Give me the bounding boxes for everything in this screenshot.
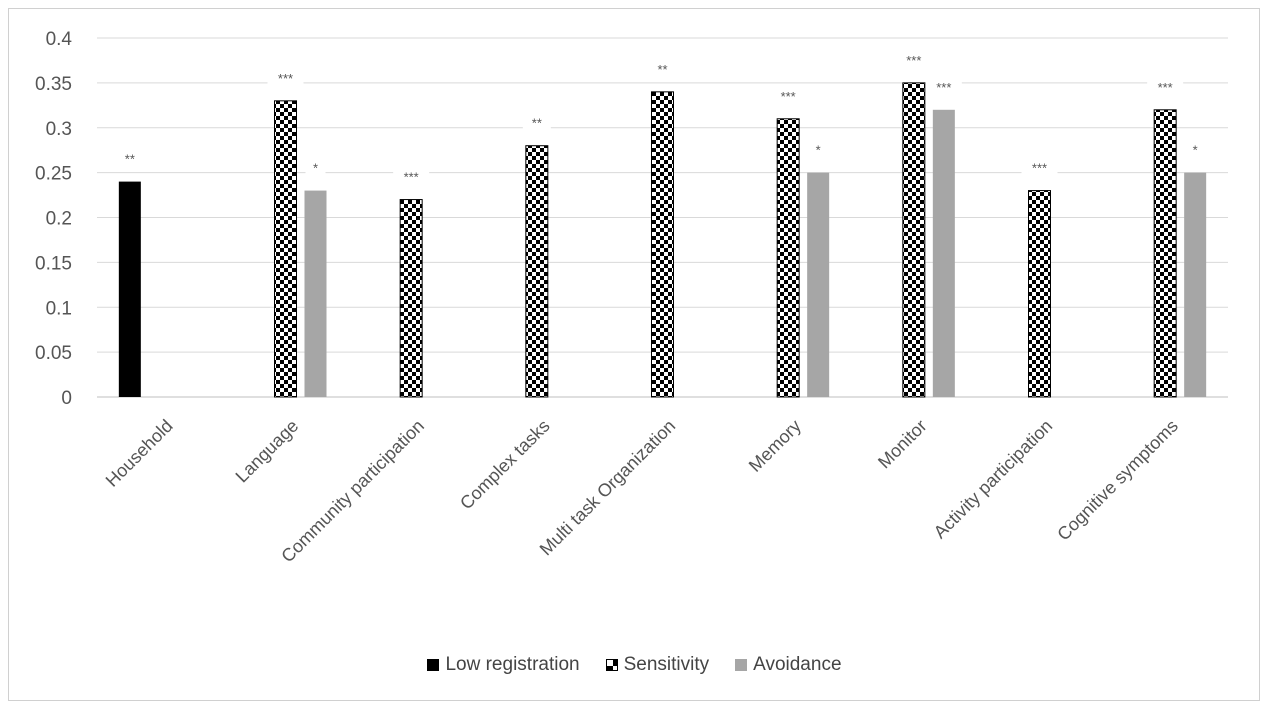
significance-label-bg — [770, 86, 807, 109]
x-tick-label: Multi task Organization — [536, 416, 680, 560]
bar-avoidance — [1184, 172, 1207, 397]
bar-sensitivity — [902, 82, 926, 398]
significance-label-bg — [1185, 140, 1206, 163]
significance-label-bg — [1147, 77, 1184, 100]
y-tick-label: 0 — [61, 388, 72, 409]
significance-label: * — [313, 161, 318, 176]
legend-label: Low registration — [445, 654, 580, 675]
significance-label-bg — [115, 149, 144, 172]
bars — [118, 82, 1207, 398]
significance-label-bg — [1021, 158, 1058, 181]
bar-avoidance — [304, 190, 327, 397]
legend-label: Sensitivity — [623, 654, 710, 675]
significance-label: * — [816, 143, 821, 158]
legend-item: Sensitivity — [605, 654, 710, 676]
significance-label: * — [1193, 143, 1198, 158]
y-tick-label: 0.1 — [46, 298, 72, 319]
significance-label-bg — [393, 167, 430, 190]
bar-sensitivity — [1153, 109, 1177, 398]
legend-swatch — [605, 659, 618, 671]
legend-swatch — [735, 659, 748, 671]
significance-label: *** — [781, 89, 796, 104]
significance-label-bg — [648, 59, 677, 82]
y-tick-label: 0.35 — [35, 74, 72, 95]
bar-sensitivity — [776, 118, 800, 398]
legend: Low registration Sensitivity Avoidance — [0, 654, 1269, 676]
bar-sensitivity — [651, 91, 674, 398]
y-axis-ticks: 0 0.05 0.1 0.15 0.2 0.25 0.3 0.35 0.4 — [35, 29, 72, 409]
y-tick-label: 0.15 — [35, 253, 72, 274]
significance-label: *** — [278, 71, 293, 86]
significance-label-bg — [522, 113, 551, 136]
x-tick-label: Household — [102, 416, 177, 491]
y-tick-label: 0.05 — [35, 343, 72, 364]
bar-sensitivity — [525, 145, 549, 398]
legend-label: Avoidance — [753, 654, 842, 675]
significance-label: *** — [404, 170, 419, 185]
significance-label: ** — [532, 116, 542, 131]
x-tick-label: Activity participation — [930, 416, 1057, 543]
y-tick-label: 0.3 — [46, 119, 72, 140]
x-tick-label: Community participation — [277, 416, 428, 567]
y-tick-label: 0.4 — [46, 29, 73, 50]
bar-avoidance — [932, 109, 955, 398]
significance-label: *** — [936, 80, 951, 95]
legend-swatch — [427, 659, 440, 671]
y-tick-label: 0.25 — [35, 164, 72, 185]
significance-label: *** — [906, 53, 921, 68]
significance-label: ** — [657, 62, 667, 77]
legend-item: Low registration — [427, 654, 580, 676]
y-tick-label: 0.2 — [46, 209, 72, 230]
significance-label-bg — [895, 50, 932, 73]
bar-sensitivity — [1028, 190, 1051, 398]
bar-sensitivity — [399, 199, 423, 398]
bar-low-registration — [118, 181, 141, 397]
bar-sensitivity — [274, 100, 297, 398]
significance-label: *** — [1158, 80, 1173, 95]
significance-label: *** — [1032, 161, 1047, 176]
x-tick-label: Cognitive symptoms — [1053, 416, 1182, 545]
significance-label-bg — [925, 77, 962, 100]
x-tick-label: Monitor — [874, 416, 931, 473]
significance-label-bg — [267, 68, 304, 91]
bar-avoidance — [807, 172, 830, 397]
significance-labels: ****************************** — [115, 50, 1206, 190]
significance-label: ** — [125, 152, 135, 167]
significance-label-bg — [808, 140, 829, 163]
legend-item: Avoidance — [735, 654, 842, 676]
chart-frame — [8, 8, 1260, 701]
x-tick-label: Complex tasks — [456, 416, 554, 514]
x-tick-label: Language — [232, 416, 303, 487]
x-tick-label: Memory — [745, 416, 805, 476]
significance-label-bg — [305, 158, 326, 181]
